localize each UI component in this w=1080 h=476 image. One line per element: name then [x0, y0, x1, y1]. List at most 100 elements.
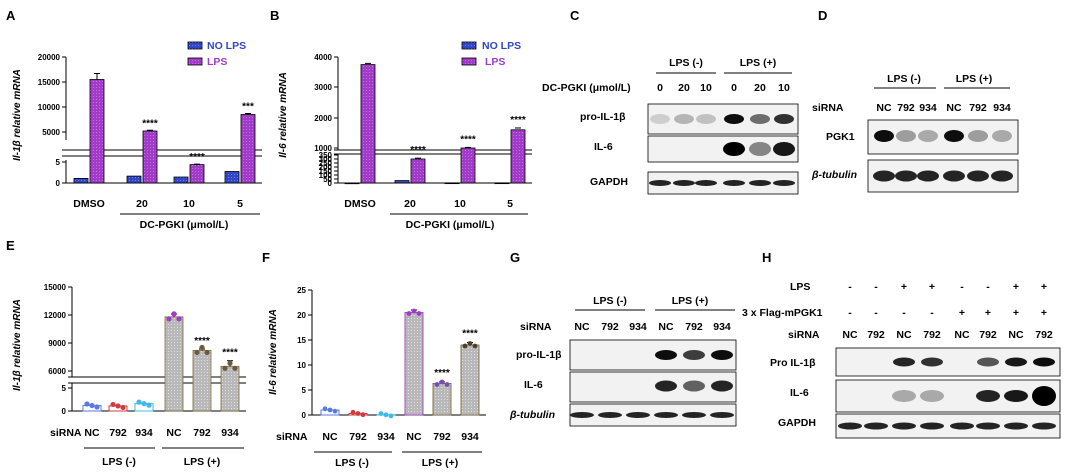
band-il6 [892, 390, 916, 402]
bar-lps-pos [432, 383, 452, 416]
panel-letter-b: B [270, 8, 279, 23]
legend-swatch-no-lps [461, 41, 477, 50]
x-tick-label: 5 [507, 198, 513, 210]
y-tick-label: 200 [319, 163, 333, 172]
x-tick-label: 10 [454, 198, 466, 210]
axis-break-gap [62, 150, 262, 156]
data-point [467, 341, 473, 346]
x-tick-label: 792 [433, 431, 451, 443]
band-pro-il1b [724, 114, 744, 124]
bar-lps [142, 130, 158, 184]
lane-label: 934 [993, 102, 1011, 114]
y-tick-label: 250 [319, 159, 333, 168]
lps-sign: - [960, 281, 964, 293]
bar-lps [240, 114, 256, 184]
band-tubulin [967, 170, 989, 182]
blot-h-lps-label: LPS [790, 281, 810, 293]
band-gapdh [864, 422, 888, 430]
band-pro-il1b [921, 357, 943, 367]
panel-letter-c: C [570, 8, 580, 23]
y-tick-label: 1000 [314, 144, 332, 153]
data-point [472, 343, 478, 349]
lane-label: 792 [867, 329, 885, 341]
bar-lps-pos [192, 350, 212, 412]
chart-e-group-neg: LPS (-) [102, 456, 136, 468]
y-tick-label: 25 [297, 286, 306, 295]
x-tick-label: DMSO [344, 198, 376, 210]
band-gapdh [773, 180, 795, 186]
bar-no-lps [344, 182, 360, 185]
band-tubulin [710, 412, 734, 418]
band-gapdh [723, 180, 745, 186]
band-pro-il1b [683, 350, 705, 360]
bar-lps-pos [460, 344, 480, 416]
band-gapdh [749, 180, 771, 186]
flag-sign: - [902, 307, 906, 319]
y-tick-label: 0 [302, 411, 307, 420]
bar-no-lps [173, 176, 189, 184]
chart-f-sirna-label: siRNA [276, 431, 308, 443]
y-tick-label: 0 [62, 407, 67, 416]
blot-h: LPS 3 x Flag-mPGK1 siRNA - - + + - - + + - - - - + + +… [742, 281, 1061, 439]
chart-e-group-pos: LPS (+) [184, 456, 220, 468]
flag-sign: + [985, 307, 991, 319]
bar-no-lps [444, 182, 460, 185]
chart-a: Il-1β relative mRNA NO LPS LPS 0 5 5000 100… [12, 40, 262, 231]
band-gapdh [950, 422, 974, 430]
y-tick-label: 15000 [44, 283, 67, 292]
blot-g-row-il6: IL-6 [524, 379, 543, 391]
lane-label: NC [574, 321, 590, 333]
chart-f: Il-6 relative mRNA 0 5 10 15 20 25 NC 792 934 NC *… [268, 286, 486, 469]
chart-f-group-pos: LPS (+) [422, 457, 458, 469]
bar-lps-pos [404, 312, 424, 416]
panel-letter-f: F [262, 250, 270, 265]
blot-d-group-pos: LPS (+) [956, 73, 992, 85]
x-tick-label: 934 [377, 431, 395, 443]
bar-no-lps [73, 177, 89, 184]
lane-label: NC [1008, 329, 1024, 341]
lane-label: 0 [731, 82, 737, 94]
significance-stars: **** [189, 152, 205, 163]
y-tick-label: 15 [297, 336, 306, 345]
lane-label: NC [896, 329, 912, 341]
y-tick-label: 100 [319, 171, 333, 180]
blot-g-sirna-label: siRNA [520, 321, 552, 333]
band-tubulin [626, 412, 650, 418]
y-tick-label: 150 [319, 167, 333, 176]
y-tick-label: 2000 [314, 114, 332, 123]
data-point [199, 344, 205, 351]
axis-break-gap [68, 377, 246, 383]
blot-g-group-neg: LPS (-) [593, 295, 627, 307]
band-gapdh [1004, 422, 1028, 430]
data-point [120, 404, 126, 411]
blot-h-row-pro-il1b: Pro IL-1β [770, 357, 816, 369]
band-pro-il1b [1005, 357, 1027, 367]
data-point [89, 402, 95, 409]
lps-sign: - [874, 281, 878, 293]
band-pro-il1b [893, 357, 915, 367]
band-pro-il1b [750, 114, 770, 124]
lane-label: 792 [1035, 329, 1053, 341]
data-point [146, 402, 152, 408]
band-pgk1 [896, 130, 916, 142]
bar-no-lps [494, 182, 510, 185]
y-tick-label: 5 [62, 384, 67, 393]
data-point [350, 409, 356, 415]
significance-stars: **** [460, 134, 476, 145]
lane-label: 10 [778, 82, 790, 94]
legend-swatch-no-lps [187, 41, 203, 50]
blot-strip [569, 339, 737, 371]
blot-h-row-il6: IL-6 [790, 387, 809, 399]
x-tick-label: 934 [135, 427, 153, 439]
band-tubulin [682, 412, 706, 418]
y-tick-label: 10 [297, 361, 306, 370]
chart-b-y-label: Il-6 relative mRNA [278, 72, 289, 158]
chart-a-legend: NO LPS LPS [187, 40, 246, 68]
y-tick-label: 5000 [42, 128, 60, 137]
data-point [171, 311, 177, 317]
bar-lps [360, 64, 376, 184]
lane-label: NC [954, 329, 970, 341]
significance-stars: **** [434, 368, 450, 379]
band-pro-il1b [696, 114, 716, 124]
